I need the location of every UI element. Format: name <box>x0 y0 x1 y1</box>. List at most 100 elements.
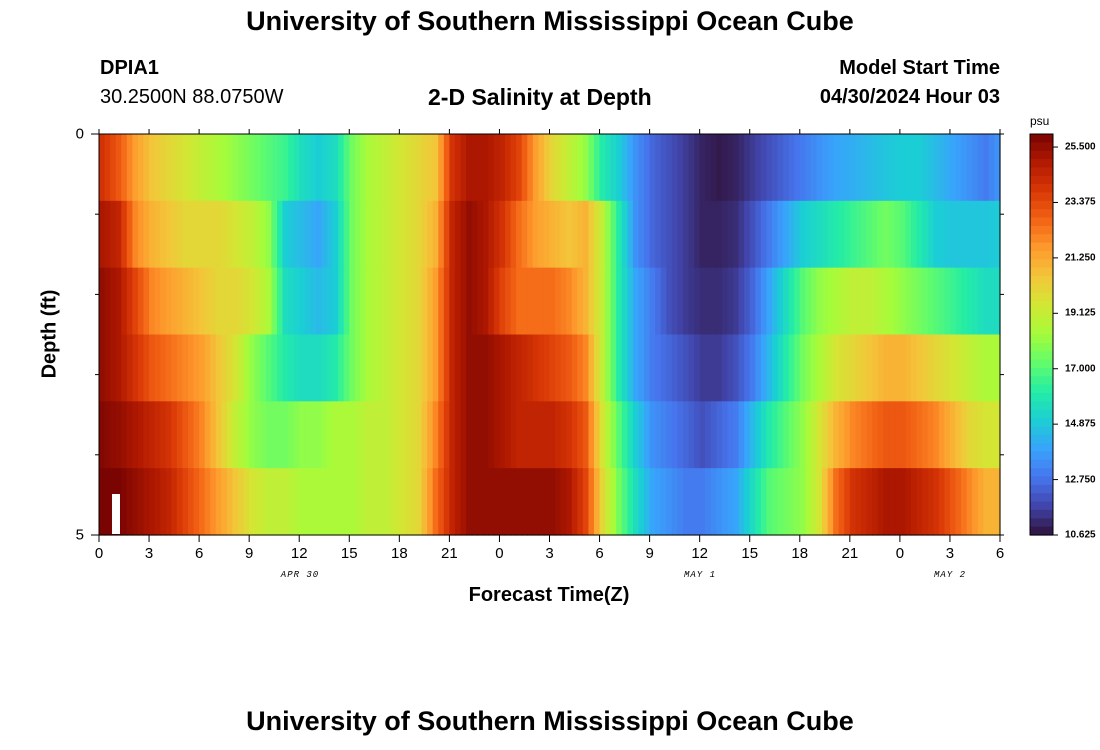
heatmap-cell <box>477 200 484 269</box>
heatmap-cell <box>471 468 478 536</box>
heatmap-cell <box>393 334 400 402</box>
heatmap-cell <box>199 401 206 469</box>
heatmap-cell <box>288 267 295 336</box>
heatmap-cell <box>132 200 139 269</box>
colorbar-band <box>1030 443 1053 453</box>
heatmap-cell <box>688 401 695 469</box>
heatmap-cell <box>810 134 818 202</box>
heatmap-cell <box>538 468 545 536</box>
heatmap-cell <box>599 401 606 469</box>
heatmap-cell <box>816 134 823 202</box>
heatmap-cell <box>849 134 856 202</box>
heatmap-cell <box>343 468 350 536</box>
heatmap-cell <box>126 134 133 202</box>
heatmap-cell <box>682 468 690 536</box>
heatmap-cell <box>894 267 901 336</box>
heatmap-cell <box>649 134 656 202</box>
heatmap-cell <box>466 468 473 536</box>
colorbar-band <box>1030 175 1053 185</box>
heatmap-cell <box>343 200 350 269</box>
heatmap-cell <box>249 468 256 536</box>
heatmap-cell <box>232 267 239 336</box>
heatmap-cell <box>666 334 673 402</box>
heatmap-cell <box>482 468 489 536</box>
heatmap-cell <box>115 267 122 336</box>
y-tick-label: 0 <box>75 125 84 143</box>
heatmap-cell <box>822 267 829 336</box>
heatmap-cell <box>827 334 834 402</box>
heatmap-cell <box>705 334 712 402</box>
heatmap-cell <box>388 200 395 269</box>
heatmap-cell <box>994 334 1001 402</box>
heatmap-cell <box>777 468 784 536</box>
heatmap-cell <box>410 468 417 536</box>
heatmap-cell <box>238 401 245 469</box>
heatmap-cell <box>911 134 918 202</box>
heatmap-cell <box>972 334 979 402</box>
heatmap-cell <box>677 468 684 536</box>
heatmap-cell <box>221 468 228 536</box>
station-coordinates: 30.2500N 88.0750W <box>100 86 284 108</box>
heatmap-cell <box>627 134 634 202</box>
heatmap-cell <box>899 267 907 336</box>
heatmap-cell <box>988 468 996 536</box>
heatmap-cell <box>632 200 640 269</box>
heatmap-cell <box>555 200 562 269</box>
heatmap-cell <box>949 200 957 269</box>
heatmap-cell <box>938 134 945 202</box>
colorbar-tick-label: 14.875 <box>1065 418 1096 430</box>
heatmap-cell <box>777 334 784 402</box>
heatmap-cell <box>588 334 595 402</box>
heatmap-cell <box>143 401 150 469</box>
heatmap-cell <box>905 267 912 336</box>
heatmap-cell <box>933 334 940 402</box>
heatmap-cell <box>226 401 234 469</box>
heatmap-cell <box>605 134 612 202</box>
heatmap-cell <box>560 267 567 336</box>
heatmap-cell <box>521 401 528 469</box>
heatmap-cell <box>844 401 851 469</box>
heatmap-cell <box>176 334 184 402</box>
heatmap-cell <box>688 200 695 269</box>
heatmap-cell <box>988 334 996 402</box>
heatmap-cell <box>110 334 117 402</box>
heatmap-cell <box>860 401 868 469</box>
heatmap-cell <box>988 134 996 202</box>
heatmap-cell <box>777 200 784 269</box>
heatmap-cell <box>137 200 145 269</box>
heatmap-cell <box>393 401 400 469</box>
heatmap-cell <box>199 200 206 269</box>
heatmap-cell <box>471 267 478 336</box>
heatmap-cell <box>977 401 984 469</box>
heatmap-cell <box>699 468 706 536</box>
heatmap-cell <box>265 267 273 336</box>
heatmap-cell <box>354 401 361 469</box>
heatmap-cell <box>338 200 345 269</box>
heatmap-cell <box>132 468 139 536</box>
heatmap-cell <box>477 134 484 202</box>
heatmap-cell <box>110 267 117 336</box>
heatmap-cell <box>760 200 768 269</box>
heatmap-cell <box>160 267 167 336</box>
heatmap-cell <box>694 267 701 336</box>
heatmap-cell <box>671 334 679 402</box>
heatmap-cell <box>827 134 834 202</box>
heatmap-cell <box>744 200 751 269</box>
heatmap-cell <box>321 468 328 536</box>
heatmap-cell <box>288 200 295 269</box>
heatmap-cell <box>165 134 172 202</box>
heatmap-cell <box>699 134 706 202</box>
heatmap-cell <box>855 334 862 402</box>
heatmap-cell <box>271 200 278 269</box>
heatmap-cell <box>215 334 222 402</box>
heatmap-cell <box>421 468 428 536</box>
heatmap-cell <box>777 134 784 202</box>
heatmap-cell <box>621 134 628 202</box>
heatmap-cell <box>543 134 551 202</box>
heatmap-cell <box>588 468 595 536</box>
heatmap-cell <box>404 334 412 402</box>
heatmap-cell <box>927 334 934 402</box>
heatmap-cell <box>527 134 534 202</box>
heatmap-cell <box>449 401 456 469</box>
heatmap-cell <box>655 267 662 336</box>
